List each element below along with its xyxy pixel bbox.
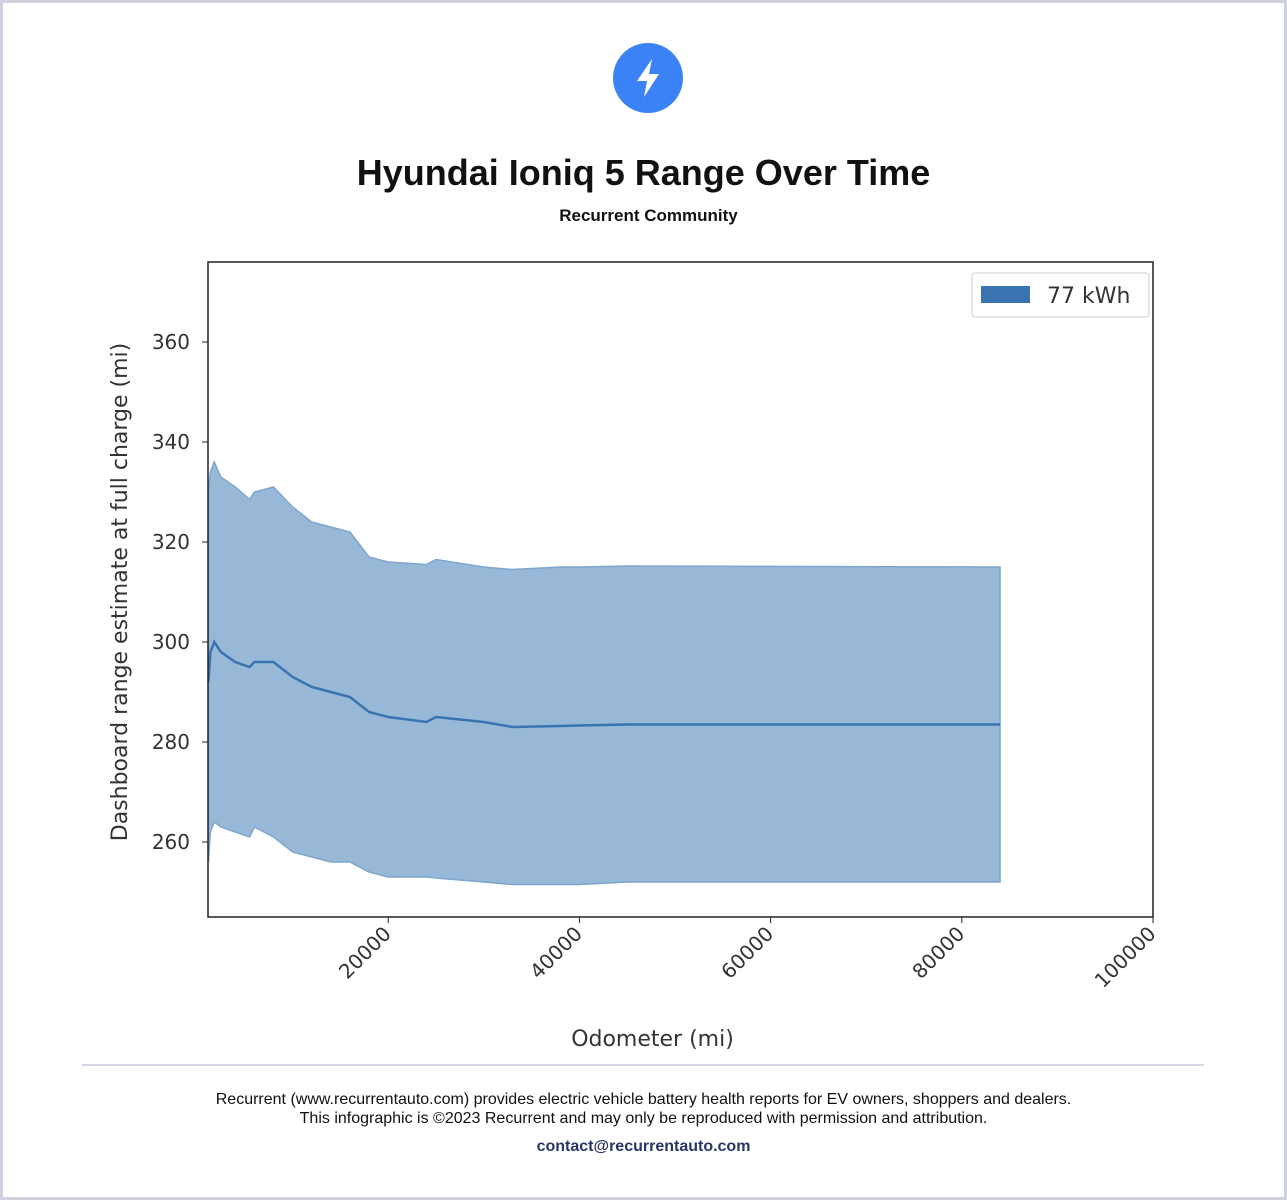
y-tick-label: 260 <box>152 830 190 854</box>
x-axis-label: Odometer (mi) <box>571 1027 734 1052</box>
legend-label: 77 kWh <box>1047 284 1130 309</box>
x-tick-label: 40000 <box>525 922 587 984</box>
page-subtitle: Recurrent Community <box>559 206 738 225</box>
x-tick-label: 20000 <box>334 922 396 984</box>
x-tick-label: 60000 <box>716 922 778 984</box>
y-tick-label: 320 <box>152 530 190 554</box>
y-tick-label: 280 <box>152 730 190 754</box>
y-tick-label: 340 <box>152 430 190 454</box>
y-tick-label: 300 <box>152 630 190 654</box>
x-tick-label: 80000 <box>907 922 969 984</box>
page-title: Hyundai Ioniq 5 Range Over Time <box>356 152 931 193</box>
footer-divider <box>82 1064 1204 1066</box>
y-axis-label: Dashboard range estimate at full charge … <box>108 343 133 842</box>
plot-frame <box>207 261 1154 918</box>
mean-range-line <box>207 639 1001 729</box>
confidence-band <box>207 460 1001 886</box>
range-chart: 20000 40000 60000 80000 100000 260 280 300 320 34… <box>108 261 1161 1052</box>
contact-email-link[interactable]: contact@recurrentauto.com <box>536 1138 751 1155</box>
x-tick-label: 100000 <box>1090 922 1161 993</box>
lightning-bolt-icon <box>613 43 683 113</box>
y-tick-label: 360 <box>152 330 190 354</box>
footer-copyright: This infographic is ©2023 Recurrent and … <box>299 1110 988 1127</box>
footer-description: Recurrent (www.recurrentauto.com) provid… <box>215 1091 1072 1108</box>
legend-swatch <box>981 286 1030 303</box>
legend-box <box>971 272 1150 318</box>
